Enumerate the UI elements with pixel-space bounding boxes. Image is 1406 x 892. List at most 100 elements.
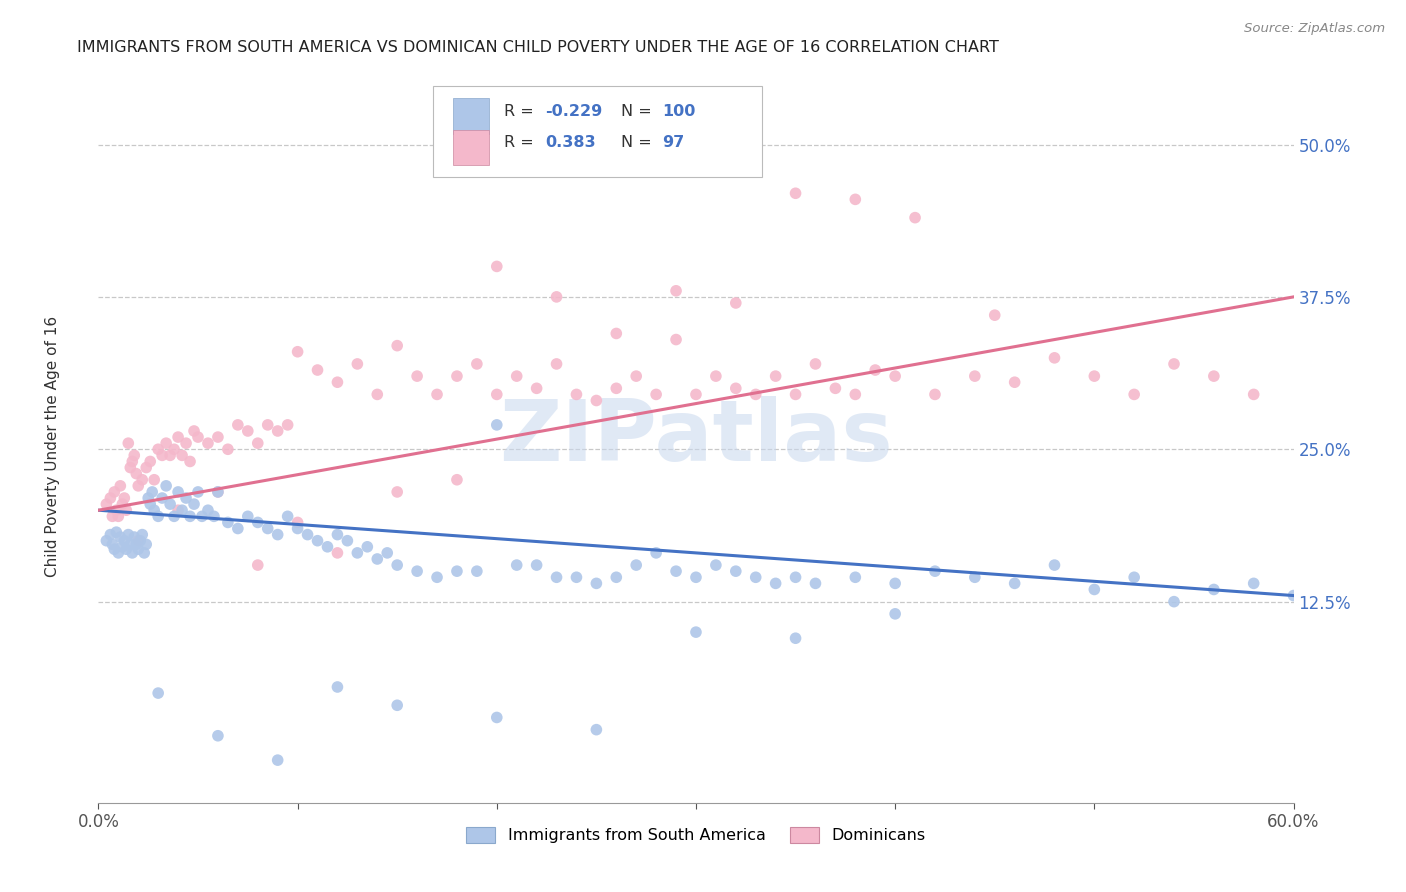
Point xyxy=(179,509,201,524)
Point xyxy=(745,570,768,584)
Point xyxy=(112,491,135,505)
Point xyxy=(256,417,278,432)
Point xyxy=(884,576,907,591)
Point xyxy=(150,491,173,505)
Point xyxy=(121,546,143,560)
Point xyxy=(326,376,349,390)
Point xyxy=(155,436,177,450)
Point xyxy=(356,540,378,554)
Point xyxy=(585,393,607,408)
Text: R =: R = xyxy=(503,103,538,119)
Point xyxy=(626,369,648,384)
Point xyxy=(824,381,846,395)
Point xyxy=(326,546,349,560)
Text: ZIPatlas: ZIPatlas xyxy=(499,395,893,479)
Point xyxy=(844,192,866,206)
Point xyxy=(226,521,249,535)
Point xyxy=(326,527,349,541)
Point xyxy=(785,387,807,401)
Point xyxy=(202,509,225,524)
Point xyxy=(385,698,409,713)
Point xyxy=(1123,570,1146,584)
Point xyxy=(187,430,209,444)
Point xyxy=(1282,589,1305,603)
Point xyxy=(112,533,135,548)
Point xyxy=(159,497,181,511)
Point xyxy=(141,485,163,500)
Point xyxy=(96,497,118,511)
Point xyxy=(150,448,173,462)
Point xyxy=(167,485,190,500)
Text: -0.229: -0.229 xyxy=(546,103,603,119)
Point xyxy=(765,576,787,591)
Point xyxy=(98,527,122,541)
Point xyxy=(136,491,159,505)
Point xyxy=(183,497,205,511)
Point xyxy=(785,632,807,646)
Point xyxy=(526,381,548,395)
Point xyxy=(174,491,197,505)
Point xyxy=(197,436,219,450)
Point xyxy=(804,357,827,371)
Point xyxy=(605,326,627,341)
Point xyxy=(565,387,588,401)
FancyBboxPatch shape xyxy=(453,130,489,165)
Point xyxy=(139,497,162,511)
Point xyxy=(246,516,269,530)
Point xyxy=(129,533,152,548)
Point xyxy=(117,436,139,450)
Point xyxy=(426,387,449,401)
Point xyxy=(277,509,299,524)
Point xyxy=(297,527,319,541)
Point xyxy=(485,710,508,724)
Point xyxy=(172,448,194,462)
Point xyxy=(465,357,488,371)
Text: 97: 97 xyxy=(662,136,685,150)
Point xyxy=(134,546,156,560)
Point xyxy=(98,491,122,505)
Point xyxy=(526,558,548,573)
Point xyxy=(115,503,138,517)
Point xyxy=(101,509,124,524)
Point xyxy=(267,527,290,541)
Point xyxy=(1123,387,1146,401)
Point xyxy=(124,448,146,462)
Point xyxy=(105,525,128,540)
Point xyxy=(385,338,409,352)
Point xyxy=(406,369,429,384)
Point xyxy=(485,387,508,401)
Point xyxy=(143,503,166,517)
Point xyxy=(1202,582,1225,597)
Point xyxy=(704,558,727,573)
Text: 100: 100 xyxy=(662,103,696,119)
Point xyxy=(385,485,409,500)
Point xyxy=(316,540,339,554)
Point xyxy=(704,369,727,384)
Point xyxy=(172,503,194,517)
Point xyxy=(167,430,190,444)
Point xyxy=(110,530,132,544)
Point xyxy=(465,564,488,578)
Point xyxy=(1083,369,1105,384)
Point xyxy=(1043,351,1066,365)
Point xyxy=(446,369,468,384)
Point xyxy=(1163,357,1185,371)
Point xyxy=(546,570,568,584)
Point xyxy=(267,424,290,438)
Point xyxy=(844,387,866,401)
Point xyxy=(115,542,138,557)
Point xyxy=(724,381,747,395)
Point xyxy=(277,417,299,432)
Point xyxy=(246,436,269,450)
Point xyxy=(124,530,146,544)
Point xyxy=(645,546,668,560)
Point xyxy=(217,442,239,457)
Point xyxy=(1243,576,1265,591)
Point xyxy=(307,363,329,377)
Point xyxy=(1004,576,1026,591)
Point xyxy=(1083,582,1105,597)
Point xyxy=(963,570,986,584)
Point xyxy=(446,473,468,487)
Point xyxy=(1202,369,1225,384)
Point xyxy=(685,387,707,401)
